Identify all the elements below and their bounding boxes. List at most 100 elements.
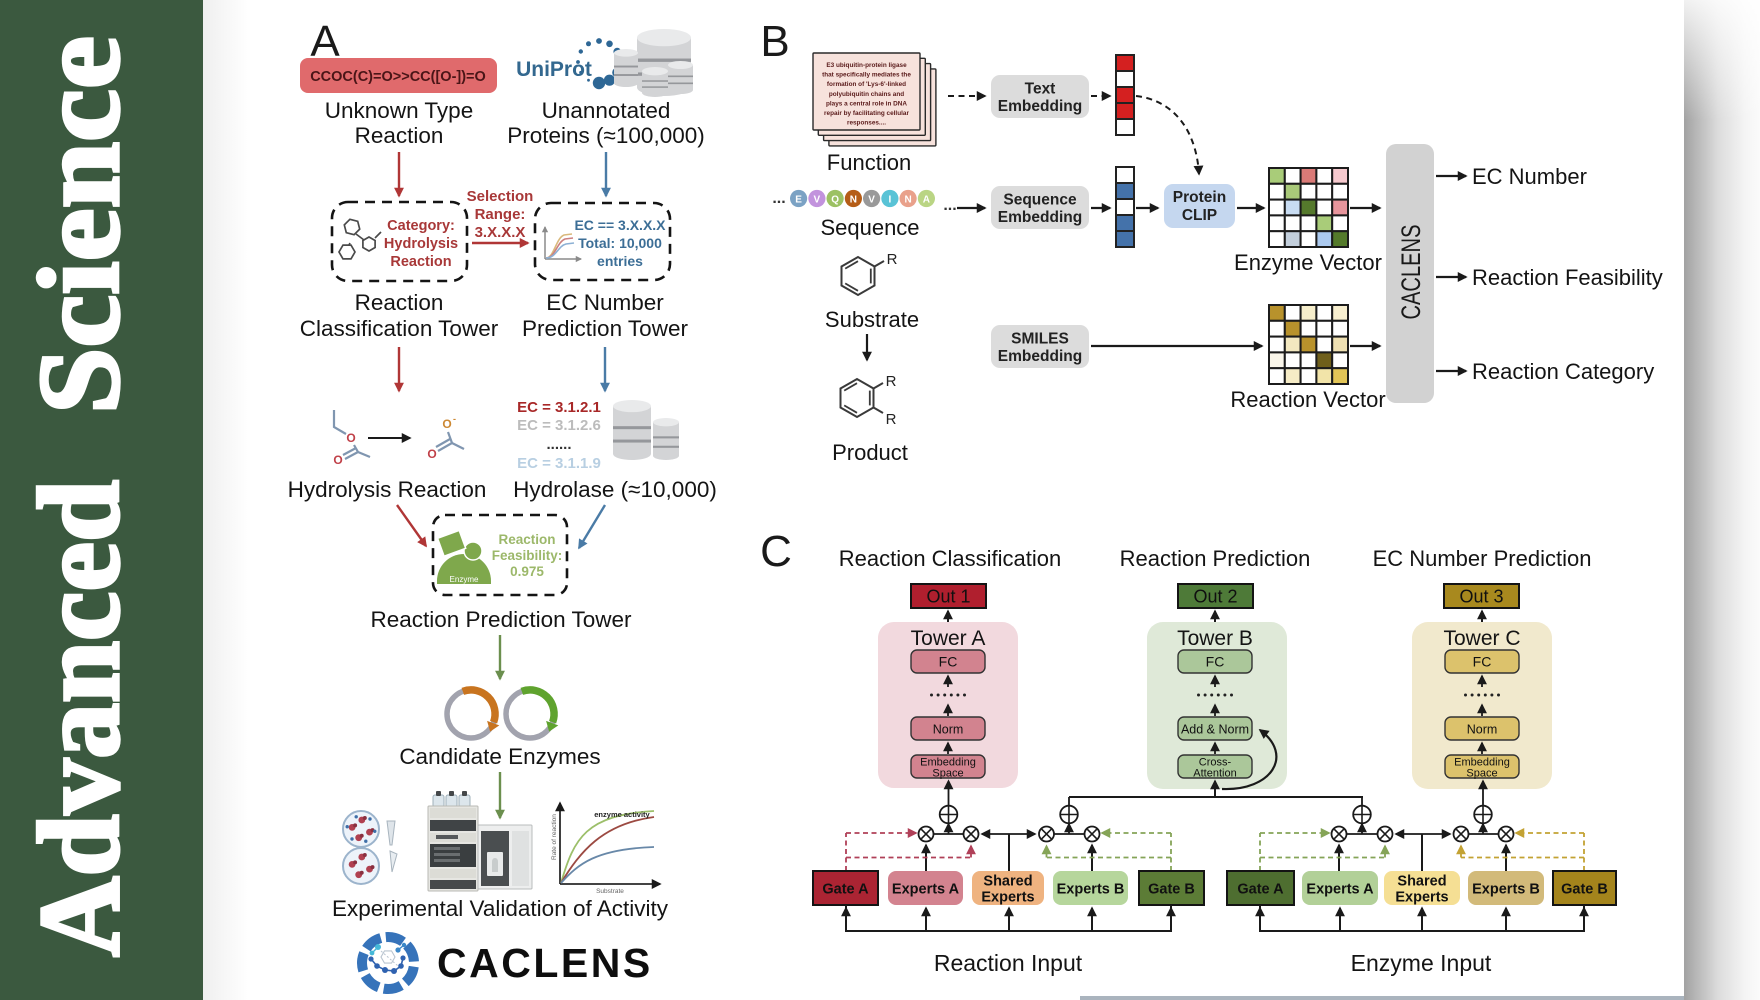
svg-text:O: O	[442, 417, 451, 431]
svg-text:R: R	[886, 373, 897, 390]
svg-text:CACLENS: CACLENS	[1396, 225, 1426, 320]
svg-text:Classification Tower: Classification Tower	[300, 316, 499, 341]
svg-text:EC = 3.1.2.6: EC = 3.1.2.6	[517, 417, 601, 434]
svg-text:FC: FC	[939, 654, 958, 670]
svg-text:Sequence: Sequence	[1003, 192, 1077, 209]
svg-text:polyubiquitin chains and: polyubiquitin chains and	[829, 91, 904, 98]
svg-text:Substrate: Substrate	[825, 307, 919, 332]
svg-text:Embedding: Embedding	[998, 348, 1082, 365]
svg-text:Reaction Category: Reaction Category	[1472, 359, 1654, 384]
svg-text:V: V	[814, 194, 821, 205]
svg-text:Shared: Shared	[1397, 874, 1446, 890]
svg-text:Protein: Protein	[1173, 189, 1226, 206]
svg-text:Cross-: Cross-	[1199, 757, 1232, 769]
svg-text:...: ...	[943, 197, 956, 214]
svg-text:......: ......	[546, 436, 571, 453]
svg-text:Norm: Norm	[933, 723, 964, 737]
svg-text:R: R	[887, 251, 898, 268]
svg-text:Category:: Category:	[387, 218, 455, 234]
svg-text:Q: Q	[831, 194, 839, 205]
svg-text:Reaction: Reaction	[355, 290, 444, 315]
svg-text:Add & Norm: Add & Norm	[1181, 723, 1249, 737]
svg-text:A: A	[923, 194, 930, 205]
svg-text:FC: FC	[1206, 654, 1225, 670]
svg-text:EC Number: EC Number	[1472, 164, 1587, 189]
svg-text:Norm: Norm	[1467, 723, 1498, 737]
svg-text:Enzyme: Enzyme	[450, 575, 479, 584]
svg-text:EC == 3.X.X.X: EC == 3.X.X.X	[574, 217, 666, 233]
svg-text:Enzyme Vector: Enzyme Vector	[1234, 250, 1382, 275]
svg-text:Advanced: Advanced	[16, 480, 143, 957]
svg-text:Out 1: Out 1	[926, 587, 970, 607]
svg-text:Experts A: Experts A	[892, 882, 960, 898]
svg-text:E: E	[795, 194, 802, 205]
svg-text:-: -	[453, 414, 456, 424]
svg-text:Hydrolase (≈10,000): Hydrolase (≈10,000)	[513, 477, 717, 502]
svg-text:N: N	[904, 194, 911, 205]
svg-text:responses....: responses....	[847, 120, 886, 127]
svg-text:Embedding: Embedding	[920, 757, 976, 769]
svg-text:Reaction Prediction Tower: Reaction Prediction Tower	[371, 607, 632, 632]
svg-text:Product: Product	[832, 440, 908, 465]
svg-text:entries: entries	[597, 253, 643, 269]
svg-text:B: B	[760, 17, 789, 66]
svg-text:O: O	[346, 431, 355, 445]
svg-text:Proteins (≈100,000): Proteins (≈100,000)	[507, 123, 704, 148]
svg-text:Reaction Vector: Reaction Vector	[1230, 387, 1385, 412]
svg-text:Experts: Experts	[981, 890, 1034, 906]
svg-text:...: ...	[772, 190, 785, 207]
svg-text:Prediction Tower: Prediction Tower	[522, 316, 688, 341]
svg-text:Reaction Prediction: Reaction Prediction	[1120, 546, 1311, 571]
svg-text:Science: Science	[16, 36, 143, 414]
svg-text:Selection: Selection	[467, 188, 534, 205]
svg-text:EC Number: EC Number	[546, 290, 664, 315]
svg-text:Reaction: Reaction	[498, 532, 555, 547]
svg-text:Unannotated: Unannotated	[542, 98, 671, 123]
svg-text:UniProt: UniProt	[516, 58, 592, 81]
svg-text:Reaction Classification: Reaction Classification	[839, 546, 1062, 571]
svg-text:formation of 'Lys-6'-linked: formation of 'Lys-6'-linked	[827, 81, 906, 88]
svg-text:Hydrolysis: Hydrolysis	[384, 236, 458, 252]
svg-text:Experimental Validation of Act: Experimental Validation of Activity	[332, 896, 669, 921]
svg-text:V: V	[868, 194, 875, 205]
svg-text:Total: 10,000: Total: 10,000	[578, 235, 662, 251]
svg-text:Out 3: Out 3	[1459, 587, 1503, 607]
svg-text:Experts B: Experts B	[1057, 882, 1125, 898]
svg-text:N: N	[850, 194, 857, 205]
svg-text:Range:: Range:	[475, 206, 526, 223]
svg-text:Function: Function	[827, 150, 911, 175]
svg-text:FC: FC	[1473, 654, 1492, 670]
svg-text:C: C	[760, 527, 792, 576]
svg-text:Reaction Input: Reaction Input	[934, 950, 1083, 976]
svg-text:Gate A: Gate A	[1237, 882, 1284, 898]
svg-text:Embedding: Embedding	[1454, 757, 1510, 769]
svg-text:that specifically mediates the: that specifically mediates the	[822, 72, 911, 79]
svg-text:CLIP: CLIP	[1182, 207, 1217, 224]
svg-text:Space: Space	[932, 768, 963, 780]
svg-text:Gate A: Gate A	[822, 882, 869, 898]
svg-text:O: O	[427, 447, 436, 461]
svg-text:R: R	[886, 411, 897, 428]
svg-text:Tower B: Tower B	[1177, 627, 1253, 650]
svg-text:0.975: 0.975	[510, 564, 544, 579]
svg-text:Space: Space	[1466, 768, 1497, 780]
svg-text:Gate B: Gate B	[1561, 882, 1608, 898]
svg-text:A: A	[310, 17, 340, 66]
svg-text:SMILES: SMILES	[1011, 331, 1069, 348]
svg-text:Out 2: Out 2	[1193, 587, 1237, 607]
svg-text:plays a central role in DNA: plays a central role in DNA	[826, 100, 907, 107]
svg-text:Reaction Feasibility: Reaction Feasibility	[1472, 265, 1663, 290]
svg-text:Text: Text	[1025, 81, 1056, 98]
svg-text:EC Number Prediction: EC Number Prediction	[1373, 546, 1592, 571]
svg-text:Experts A: Experts A	[1306, 882, 1374, 898]
svg-text:Candidate Enzymes: Candidate Enzymes	[399, 744, 600, 769]
svg-text:Enzyme Input: Enzyme Input	[1351, 950, 1492, 976]
svg-text:Reaction: Reaction	[390, 254, 451, 270]
svg-text:Sequence: Sequence	[820, 215, 919, 240]
svg-text:Embedding: Embedding	[998, 209, 1082, 226]
svg-text:Reaction: Reaction	[355, 123, 444, 148]
svg-text:E3 ubiquitin-protein ligase: E3 ubiquitin-protein ligase	[826, 62, 907, 69]
svg-text:I: I	[888, 194, 891, 205]
svg-text:EC = 3.1.2.1: EC = 3.1.2.1	[517, 399, 601, 416]
svg-text:enzyme activity: enzyme activity	[594, 810, 650, 819]
